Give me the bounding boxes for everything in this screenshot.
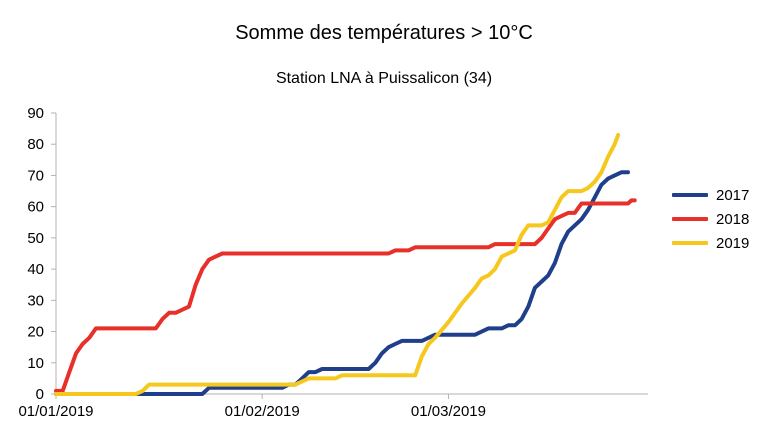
y-tick-label: 80 bbox=[27, 136, 44, 153]
series-line-2019 bbox=[54, 132, 621, 396]
y-tick-label: 40 bbox=[27, 261, 44, 278]
x-tick-label: 01/01/2019 bbox=[18, 403, 93, 420]
legend-swatch bbox=[672, 241, 708, 245]
x-tick-label: 01/02/2019 bbox=[225, 403, 300, 420]
chart-legend: 2017 2018 2019 bbox=[672, 183, 749, 255]
y-tick-label: 70 bbox=[27, 167, 44, 184]
y-tick-label: 10 bbox=[27, 355, 44, 372]
legend-label: 2018 bbox=[716, 210, 750, 228]
legend-item-2018: 2018 bbox=[672, 207, 749, 231]
y-tick-label: 30 bbox=[27, 292, 44, 309]
legend-swatch bbox=[672, 193, 708, 197]
chart-subtitle: Station LNA à Puissalicon (34) bbox=[275, 70, 493, 87]
chart-series bbox=[54, 132, 637, 396]
series-line-2018 bbox=[54, 198, 637, 393]
series-line-2017 bbox=[54, 170, 630, 396]
y-tick-label: 50 bbox=[27, 230, 44, 247]
x-tick-label: 01/03/2019 bbox=[411, 403, 486, 420]
chart-title: Somme des températures > 10°C bbox=[235, 22, 533, 44]
y-tick-label: 60 bbox=[27, 199, 44, 216]
y-tick-label: 90 bbox=[27, 105, 44, 122]
legend-item-2019: 2019 bbox=[672, 231, 749, 255]
y-tick-label: 0 bbox=[36, 386, 44, 403]
legend-label: 2019 bbox=[716, 234, 750, 252]
y-tick-label: 20 bbox=[27, 324, 44, 341]
legend-item-2017: 2017 bbox=[672, 183, 749, 207]
legend-swatch bbox=[672, 217, 708, 221]
legend-label: 2017 bbox=[716, 186, 750, 204]
